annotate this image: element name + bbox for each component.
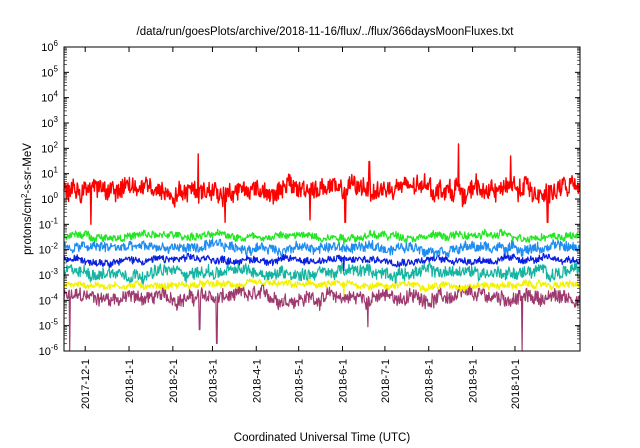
chart-title: /data/run/goesPlots/archive/2018-11-16/f… <box>137 26 515 38</box>
x-axis: 2017-12-1 2018-1-1 2018-2-1 2018-3-1 2018-4-… <box>80 47 522 409</box>
y-tick-label: 10-6 <box>39 343 59 358</box>
x-axis-label: Coordinated Universal Time (UTC) <box>234 432 411 444</box>
series-line <box>63 228 581 246</box>
y-tick-label-base: 10 <box>39 321 51 333</box>
y-axis: 10-610-510-410-310-210-11001011021031041… <box>39 39 580 358</box>
x-tick-label: 2017-12-1 <box>80 359 92 409</box>
y-tick-label-base: 10 <box>39 245 51 257</box>
y-tick-label: 105 <box>41 64 58 79</box>
y-axis-label-sup: 2 <box>20 193 29 198</box>
y-tick-label-exp: -6 <box>51 343 59 352</box>
x-tick-label: 2018-8-1 <box>424 359 436 403</box>
y-tick-label: 106 <box>41 39 58 54</box>
x-tick-label: 2018-5-1 <box>294 359 306 403</box>
plot-frame <box>63 46 581 352</box>
y-tick-label-base: 10 <box>41 194 53 206</box>
y-tick-label: 10-3 <box>39 267 59 282</box>
y-tick-label: 100 <box>41 191 58 206</box>
y-tick-label-base: 10 <box>41 93 53 105</box>
plot-area <box>63 46 581 352</box>
y-tick-label-exp: 2 <box>54 140 59 149</box>
y-tick-label-base: 10 <box>41 169 53 181</box>
series-line <box>63 278 581 297</box>
series-line <box>63 252 581 272</box>
y-tick-label-exp: -3 <box>51 267 59 276</box>
y-tick-label: 10-5 <box>39 318 59 333</box>
y-tick-label-exp: -1 <box>51 216 59 225</box>
x-tick-label: 2018-9-1 <box>468 359 480 403</box>
y-tick-label: 101 <box>41 166 58 181</box>
y-tick-label: 10-2 <box>39 242 59 257</box>
y-axis-label-suffix: -s-sr-MeV <box>22 143 34 194</box>
y-tick-label-exp: 5 <box>54 64 59 73</box>
y-tick-label: 10-4 <box>39 292 59 307</box>
series-line <box>63 238 581 258</box>
y-tick-label-base: 10 <box>39 346 51 358</box>
y-tick-label-base: 10 <box>39 295 51 307</box>
y-tick-label-exp: -5 <box>51 318 59 327</box>
series-layer <box>63 143 581 351</box>
y-tick-label-exp: 4 <box>54 90 59 99</box>
y-tick-label-exp: 6 <box>54 39 59 48</box>
y-tick-label-exp: 1 <box>54 166 59 175</box>
y-tick-label-base: 10 <box>41 42 53 54</box>
y-axis-label-prefix: protons/cm <box>22 198 34 255</box>
y-tick-label: 10-1 <box>39 216 59 231</box>
x-tick-label: 2018-6-1 <box>337 359 349 403</box>
y-axis-label: protons/cm2-s-sr-MeV <box>20 143 34 255</box>
y-tick-label: 104 <box>41 90 58 105</box>
y-tick-label-base: 10 <box>39 219 51 231</box>
y-tick-label: 102 <box>41 140 58 155</box>
x-tick-label: 2018-10-1 <box>510 359 522 409</box>
y-tick-label-exp: 3 <box>54 115 59 124</box>
y-tick-label-base: 10 <box>41 118 53 130</box>
x-tick-label: 2018-4-1 <box>251 359 263 403</box>
y-tick-label-exp: -2 <box>51 242 59 251</box>
y-tick-label-base: 10 <box>41 67 53 79</box>
y-tick-label: 103 <box>41 115 58 130</box>
series-line <box>63 261 581 285</box>
y-tick-label-exp: 0 <box>54 191 59 200</box>
x-tick-label: 2018-3-1 <box>207 359 219 403</box>
series-line <box>63 283 581 351</box>
y-tick-label-exp: -4 <box>51 292 59 301</box>
y-tick-label-base: 10 <box>41 143 53 155</box>
x-tick-label: 2018-2-1 <box>168 359 180 403</box>
y-tick-label-base: 10 <box>39 270 51 282</box>
x-tick-label: 2018-7-1 <box>380 359 392 403</box>
x-tick-label: 2018-1-1 <box>124 359 136 403</box>
series-line <box>63 143 581 226</box>
